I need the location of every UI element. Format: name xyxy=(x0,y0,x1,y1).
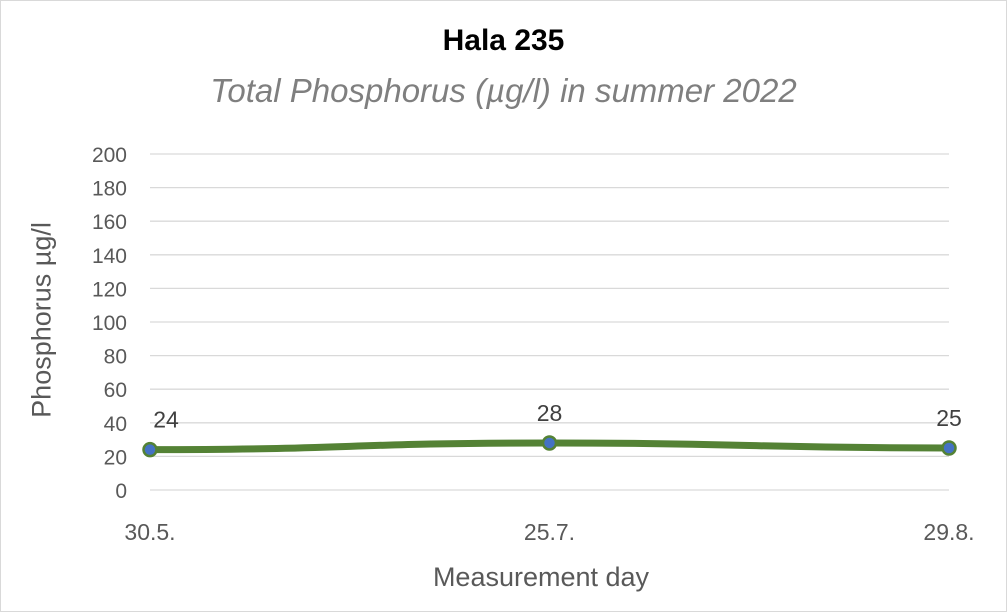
y-tick-label: 80 xyxy=(104,346,127,369)
data-point xyxy=(541,435,558,451)
y-tick-label: 100 xyxy=(92,312,127,335)
y-tick-label: 20 xyxy=(104,446,127,469)
chart-subtitle: Total Phosphorus (µg/l) in summer 2022 xyxy=(210,72,797,109)
data-label: 28 xyxy=(537,400,563,426)
x-tick-label: 29.8. xyxy=(923,519,974,545)
x-tick-label: 30.5. xyxy=(124,519,175,545)
data-point xyxy=(142,441,158,458)
y-tick-label: 140 xyxy=(92,245,127,268)
y-axis-ticks: 0 20 40 60 80 100 120 140 160 180 200 xyxy=(92,144,127,503)
gridlines xyxy=(150,153,949,491)
y-tick-label: 180 xyxy=(92,178,127,201)
y-tick-label: 40 xyxy=(104,413,127,436)
x-axis-title: Measurement day xyxy=(432,562,650,592)
data-labels: 24 28 25 xyxy=(153,400,962,433)
y-tick-label: 60 xyxy=(104,379,127,402)
x-tick-label: 25.7. xyxy=(524,519,575,545)
data-point xyxy=(941,440,957,456)
x-axis-ticks: 30.5. 25.7. 29.8. xyxy=(124,519,974,545)
data-label: 25 xyxy=(936,405,962,431)
chart-title: Hala 235 xyxy=(442,24,565,57)
series-phosphorus xyxy=(142,435,957,458)
y-tick-label: 200 xyxy=(92,144,127,167)
data-label: 24 xyxy=(153,407,179,433)
y-tick-label: 160 xyxy=(92,211,127,234)
y-tick-label: 0 xyxy=(115,480,127,503)
y-tick-label: 120 xyxy=(92,278,127,301)
